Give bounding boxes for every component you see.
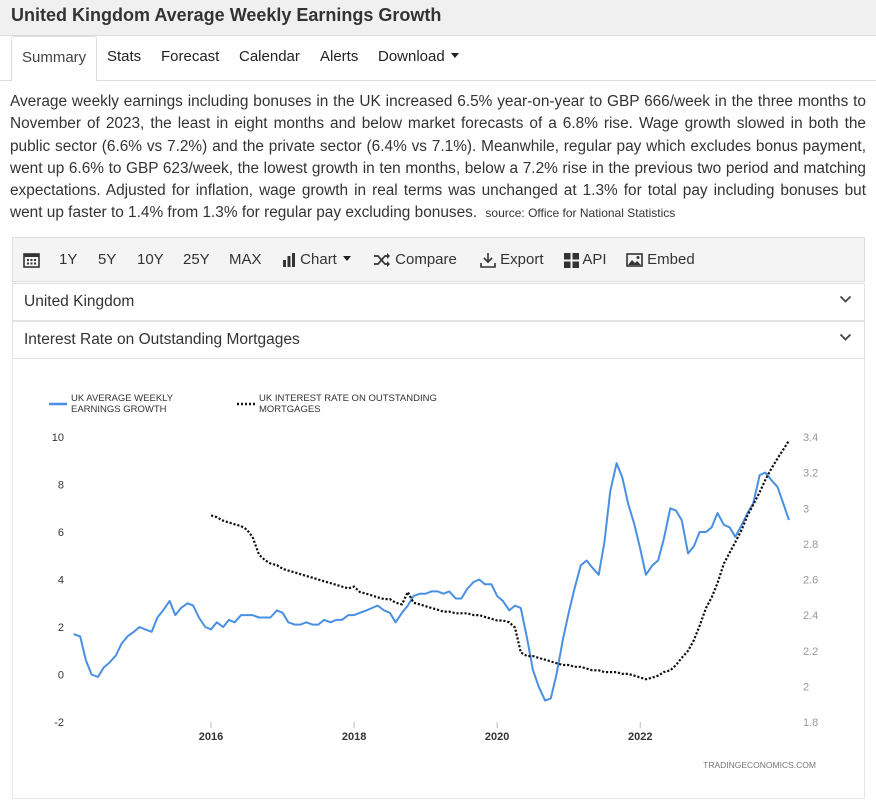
summary-description: Average weekly earnings including bonuse… (10, 91, 866, 225)
tab-stats[interactable]: Stats (107, 48, 142, 65)
legend-label: UK INTEREST RATE ON OUTSTANDING (259, 393, 437, 404)
legend-label: EARNINGS GROWTH (71, 404, 167, 415)
api-button[interactable]: API (564, 238, 607, 281)
y-right-tick-label: 2.8 (803, 539, 818, 551)
tab-forecast[interactable]: Forecast (161, 48, 220, 65)
earnings-growth-line (73, 462, 790, 702)
embed-label: Embed (647, 251, 695, 268)
source-note: source: Office for National Statistics (485, 206, 676, 221)
y-right-tick-label: 2.2 (803, 646, 818, 658)
legend-label: UK AVERAGE WEEKLY (71, 393, 174, 404)
compare-button[interactable]: Compare (373, 238, 457, 281)
line-chart: 10 8 6 4 2 0 -2 3.4 3.2 3 2.8 2.6 2.4 2.2 2 1.8 2016 2018… (49, 393, 818, 770)
range-5y-button[interactable]: 5Y (98, 251, 117, 268)
y-left-tick-label: 2 (58, 622, 64, 634)
compare-label: Compare (395, 251, 457, 268)
chart-container: 10 8 6 4 2 0 -2 3.4 3.2 3 2.8 2.6 2.4 2.2 2 1.8 2016 2018… (12, 358, 865, 799)
y-right-tick-label: 3 (803, 503, 809, 515)
mortgage-rate-line (210, 440, 790, 681)
embed-button[interactable]: Embed (626, 238, 695, 281)
range-10y-button[interactable]: 10Y (137, 251, 164, 268)
tab-download[interactable]: Download (368, 36, 469, 80)
bar-chart-icon (283, 253, 295, 268)
y-left-tick-label: 4 (58, 575, 64, 587)
y-left-tick-label: -2 (54, 717, 64, 729)
indicator-selector[interactable]: Interest Rate on Outstanding Mortgages (12, 321, 865, 359)
summary-text: Average weekly earnings including bonuse… (10, 93, 866, 222)
chart-type-label: Chart (300, 251, 337, 268)
page-title: United Kingdom Average Weekly Earnings G… (11, 5, 442, 25)
y-left-tick-label: 6 (58, 527, 64, 539)
download-icon (480, 253, 496, 268)
chart-toolbar: 1Y 5Y 10Y 25Y MAX Chart Compare Export A… (12, 237, 865, 282)
y-left-tick-label: 10 (52, 432, 64, 444)
y-left-tick-label: 0 (58, 670, 64, 682)
indicator-selector-label: Interest Rate on Outstanding Mortgages (24, 331, 300, 348)
tab-calendar[interactable]: Calendar (239, 48, 300, 65)
legend-label: MORTGAGES (259, 404, 321, 415)
y-right-tick-label: 3.2 (803, 468, 818, 480)
country-selector-label: United Kingdom (24, 293, 135, 310)
watermark: TRADINGECONOMICS.COM (703, 760, 816, 770)
y-right-tick-label: 2.4 (803, 610, 818, 622)
calendar-icon[interactable] (23, 238, 40, 281)
y-right-tick-label: 2.6 (803, 575, 818, 587)
y-right-tick-label: 2 (803, 681, 809, 693)
export-button[interactable]: Export (480, 238, 544, 281)
x-tick-label: 2020 (485, 731, 509, 743)
tab-summary[interactable]: Summary (11, 36, 98, 82)
y-left-tick-label: 8 (58, 480, 64, 492)
tab-alerts[interactable]: Alerts (320, 48, 359, 65)
title-bar: United Kingdom Average Weekly Earnings G… (0, 0, 876, 36)
chevron-down-icon (839, 295, 852, 303)
x-tick-label: 2016 (199, 731, 223, 743)
shuffle-icon (374, 253, 390, 268)
x-tick-label: 2022 (628, 731, 652, 743)
range-1y-button[interactable]: 1Y (59, 251, 78, 268)
range-max-button[interactable]: MAX (229, 251, 262, 268)
y-right-tick-label: 3.4 (803, 432, 818, 444)
export-label: Export (500, 251, 544, 268)
tab-download-label: Download (378, 48, 445, 65)
tab-bar: Summary Stats Forecast Calendar Alerts D… (0, 36, 876, 82)
image-icon (626, 253, 643, 267)
caret-down-icon (450, 52, 459, 58)
chart-type-button[interactable]: Chart (282, 238, 351, 281)
x-tick-label: 2018 (342, 731, 366, 743)
grid-icon (564, 252, 579, 268)
country-selector[interactable]: United Kingdom (12, 283, 865, 321)
range-25y-button[interactable]: 25Y (183, 251, 210, 268)
chevron-down-icon (839, 333, 852, 341)
caret-down-icon (342, 255, 351, 261)
api-label: API (582, 251, 607, 268)
y-right-tick-label: 1.8 (803, 717, 818, 729)
